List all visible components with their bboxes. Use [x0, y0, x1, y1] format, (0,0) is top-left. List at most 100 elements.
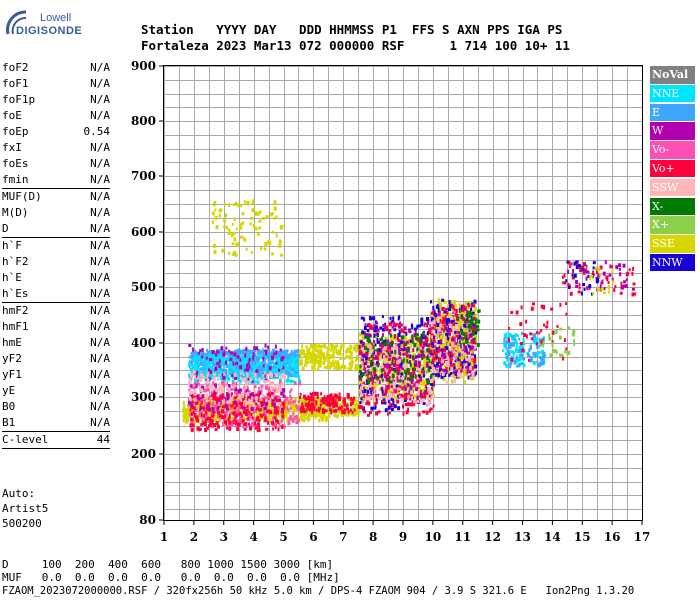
data-point — [402, 366, 405, 370]
data-point — [308, 356, 310, 361]
data-point — [403, 390, 406, 395]
data-point — [233, 203, 237, 206]
data-point — [236, 409, 240, 414]
data-point — [390, 367, 393, 372]
data-point — [276, 387, 280, 392]
data-point — [419, 389, 422, 394]
data-point — [191, 423, 195, 428]
data-point — [335, 414, 339, 418]
data-point — [233, 359, 237, 363]
data-point — [275, 361, 278, 365]
data-point — [199, 410, 202, 415]
data-point — [417, 412, 421, 417]
data-point — [279, 381, 283, 385]
data-point — [464, 360, 467, 365]
data-point — [191, 356, 195, 361]
data-point — [212, 381, 214, 386]
data-point — [426, 323, 429, 328]
data-point — [435, 347, 438, 351]
data-point — [289, 394, 292, 398]
data-point — [360, 365, 364, 370]
data-point — [394, 353, 397, 358]
data-point — [372, 316, 376, 321]
data-point — [267, 345, 269, 349]
data-point — [275, 389, 278, 394]
data-point — [398, 395, 401, 399]
data-point — [366, 352, 369, 357]
data-point — [374, 396, 378, 401]
data-point — [412, 385, 414, 390]
data-point — [298, 411, 301, 415]
data-point — [254, 426, 258, 430]
data-point — [269, 364, 273, 368]
data-point — [427, 321, 430, 325]
data-point — [385, 341, 389, 345]
data-point — [221, 362, 224, 366]
data-point — [390, 397, 393, 401]
data-point — [343, 411, 346, 415]
param-row: hmE N/A — [2, 335, 110, 351]
data-point — [287, 408, 290, 412]
data-point — [203, 369, 206, 373]
data-point — [471, 300, 474, 304]
data-point — [412, 364, 416, 368]
data-point — [364, 342, 367, 347]
data-point — [202, 358, 205, 362]
data-point — [367, 340, 371, 344]
data-point — [392, 316, 395, 320]
data-point — [245, 354, 249, 359]
data-point — [218, 356, 220, 359]
data-point — [253, 419, 257, 423]
data-point — [277, 361, 280, 366]
data-point — [259, 374, 262, 378]
data-point — [230, 351, 234, 355]
data-point — [469, 301, 472, 306]
data-point — [399, 324, 401, 329]
data-point — [305, 355, 308, 360]
data-point — [221, 409, 224, 414]
data-point — [200, 373, 204, 377]
data-point — [387, 339, 390, 343]
data-point — [205, 399, 209, 403]
data-point — [234, 376, 238, 380]
data-point — [419, 343, 422, 348]
data-point — [210, 383, 213, 386]
data-point — [369, 377, 373, 381]
data-point — [206, 387, 210, 392]
data-point — [359, 340, 363, 344]
data-point — [326, 397, 329, 402]
data-point — [329, 403, 332, 408]
data-point — [354, 367, 358, 372]
data-point — [404, 396, 408, 400]
data-point — [392, 382, 396, 387]
data-point — [313, 353, 317, 356]
data-point — [266, 352, 270, 356]
data-point — [293, 409, 297, 413]
data-point — [364, 331, 366, 336]
data-point — [442, 352, 446, 356]
param-value: N/A — [90, 400, 110, 413]
data-point — [264, 352, 267, 356]
data-point — [345, 406, 348, 411]
data-point — [219, 372, 222, 376]
data-point — [422, 334, 426, 338]
data-point — [249, 361, 252, 366]
data-point — [473, 340, 476, 344]
data-point — [417, 374, 421, 379]
data-point — [403, 398, 407, 403]
data-point — [239, 222, 242, 226]
data-point — [425, 410, 429, 415]
data-point — [237, 367, 241, 371]
data-point — [247, 409, 250, 412]
data-point — [427, 343, 431, 348]
data-point — [191, 361, 194, 365]
param-label: hmE — [2, 336, 22, 349]
data-point — [405, 372, 408, 377]
data-point — [451, 379, 453, 384]
data-point — [196, 415, 199, 420]
data-point — [459, 368, 463, 373]
data-point — [256, 428, 259, 433]
data-point — [273, 368, 277, 371]
data-point — [402, 352, 406, 356]
data-point — [275, 215, 278, 220]
